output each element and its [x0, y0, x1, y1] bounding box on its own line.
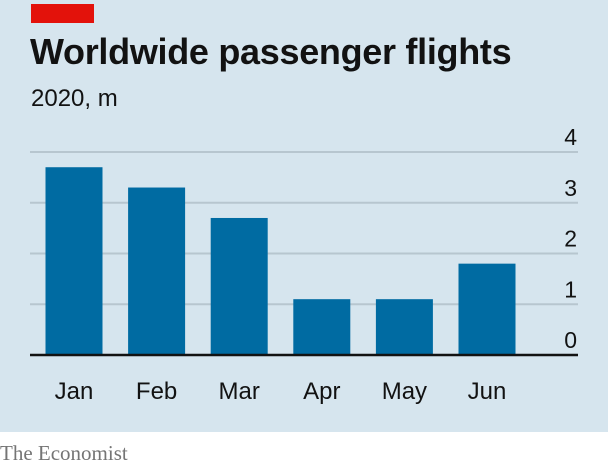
y-tick-label: 3	[564, 175, 577, 201]
bar-mar	[210, 217, 268, 355]
y-tick-label: 1	[564, 276, 577, 302]
x-tick-label-apr: Apr	[303, 378, 340, 405]
brand-tag	[31, 4, 94, 23]
bar-jun	[458, 263, 516, 355]
chart-subtitle: 2020, m	[31, 85, 118, 112]
x-tick-label-feb: Feb	[136, 378, 177, 405]
bar-feb	[128, 187, 186, 355]
bars	[45, 167, 516, 355]
source-label: The Economist	[0, 441, 128, 465]
bar-jan	[45, 167, 103, 355]
x-tick-label-mar: Mar	[219, 378, 260, 405]
chart-title: Worldwide passenger flights	[30, 31, 512, 72]
y-tick-labels: 0 1 2 3 4	[564, 124, 577, 353]
y-tick-label: 4	[564, 124, 577, 150]
x-tick-label-jan: Jan	[55, 378, 94, 405]
bar-chart: 0 1 2 3 4 Jan Feb Mar Apr May Jun	[30, 124, 578, 405]
bar-apr	[293, 299, 351, 355]
bar-may	[375, 299, 433, 355]
x-tick-label-jun: Jun	[468, 378, 507, 405]
x-tick-label-may: May	[382, 378, 427, 405]
y-tick-label: 2	[564, 226, 577, 252]
x-tick-labels: Jan Feb Mar Apr May Jun	[55, 378, 507, 405]
y-tick-label: 0	[564, 327, 577, 353]
